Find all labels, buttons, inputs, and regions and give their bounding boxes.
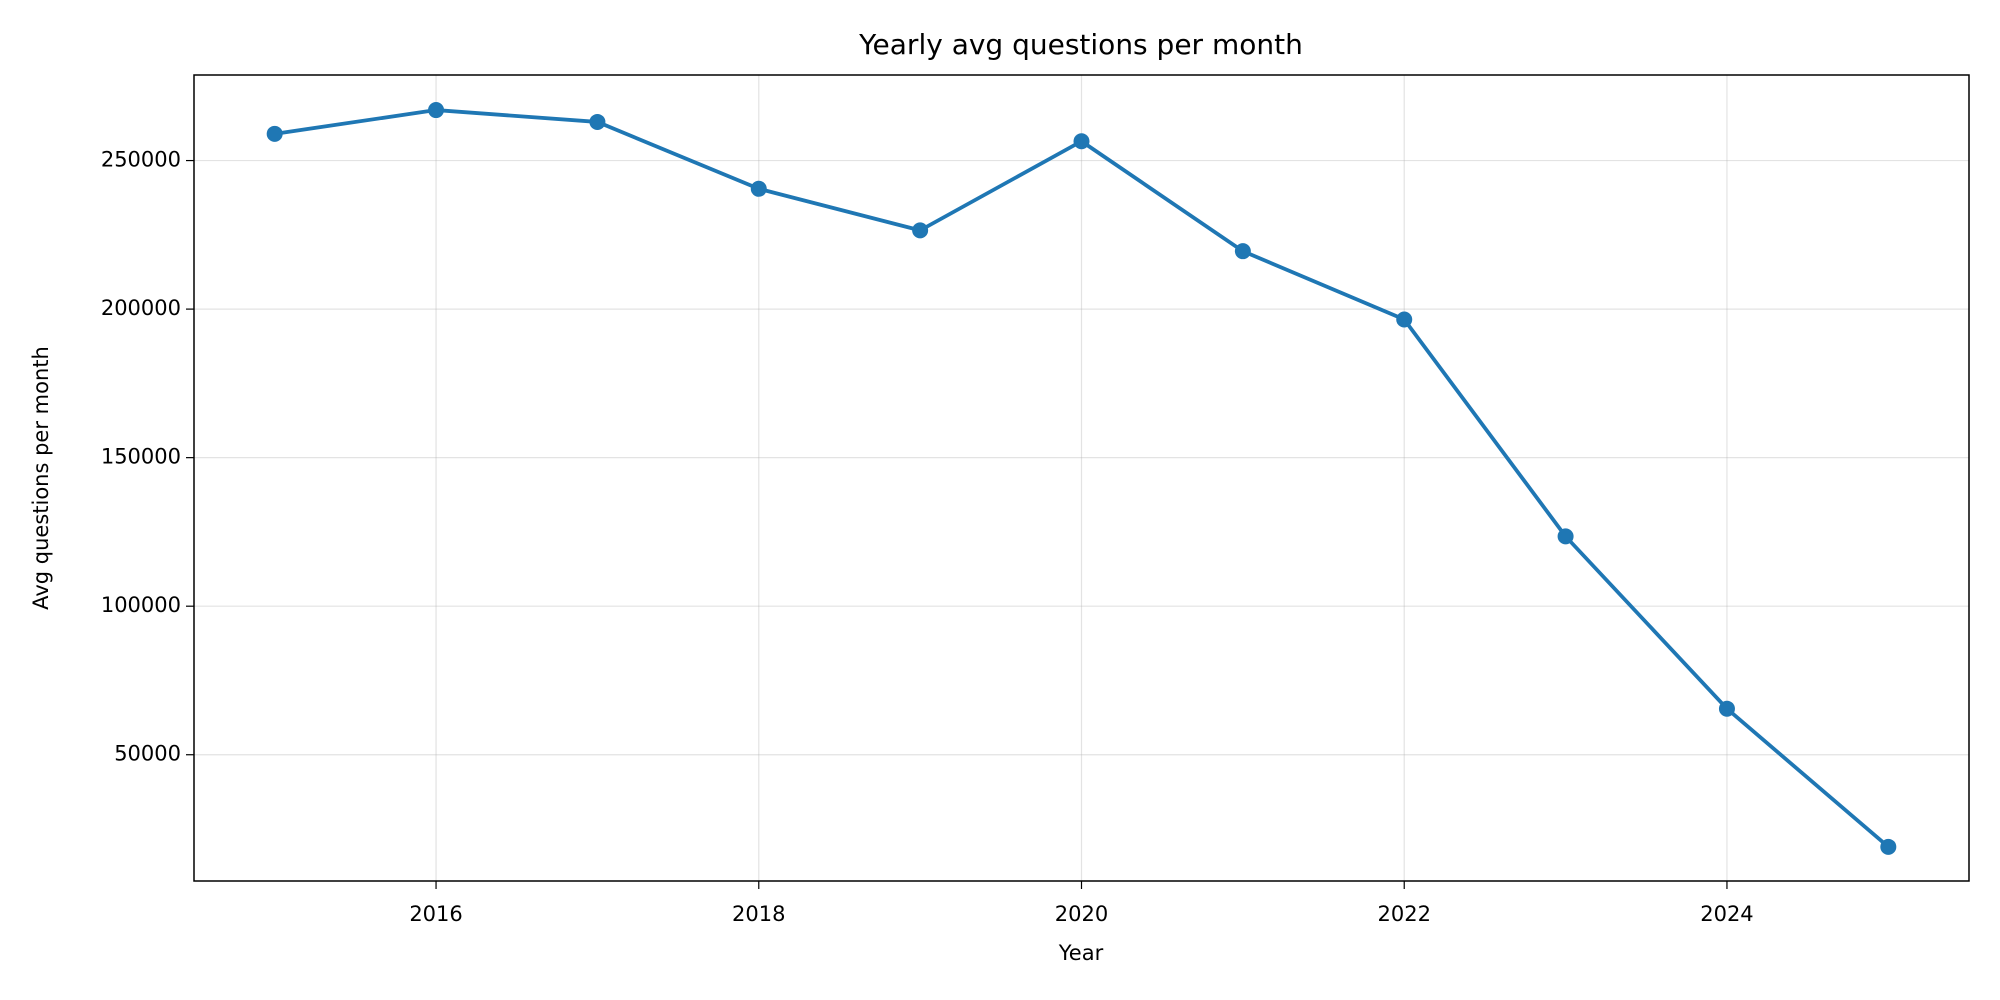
data-point <box>1234 243 1251 260</box>
x-tick-label: 2018 <box>732 902 785 926</box>
y-tick-label: 50000 <box>114 742 181 766</box>
y-tick-label: 100000 <box>101 593 181 617</box>
x-tick-label: 2022 <box>1378 902 1431 926</box>
data-point <box>428 102 445 119</box>
x-tick-label: 2024 <box>1700 902 1753 926</box>
x-tick-label: 2020 <box>1055 902 1108 926</box>
y-tick-label: 150000 <box>101 445 181 469</box>
data-point <box>1718 700 1735 717</box>
x-tick-label: 2016 <box>409 902 462 926</box>
data-point <box>1557 528 1574 545</box>
data-point <box>750 180 767 197</box>
data-point <box>1880 838 1897 855</box>
y-axis-label: Avg questions per month <box>29 346 53 610</box>
y-tick-label: 200000 <box>101 296 181 320</box>
data-point <box>1073 133 1090 150</box>
data-point <box>589 113 606 130</box>
data-point <box>266 125 283 142</box>
data-point <box>1396 311 1413 328</box>
data-point <box>912 222 929 239</box>
plot-frame <box>193 74 1970 882</box>
x-axis-label: Year <box>1058 941 1104 965</box>
chart-title: Yearly avg questions per month <box>858 28 1303 61</box>
y-tick-label: 250000 <box>101 148 181 172</box>
